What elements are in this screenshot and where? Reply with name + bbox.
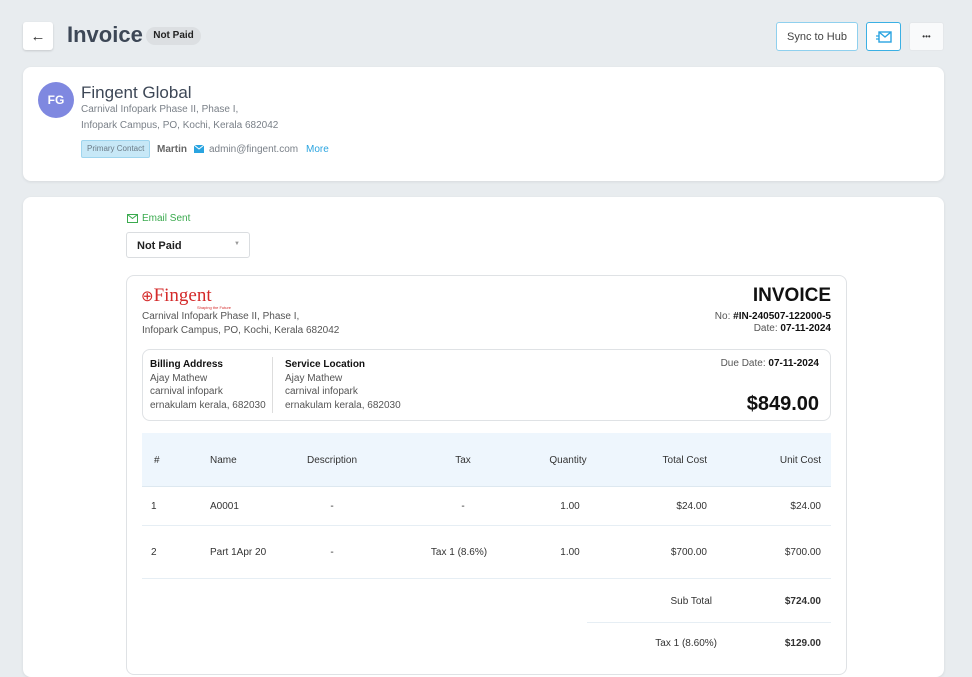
- invoice-number: No: #IN-240507-122000-5: [714, 311, 831, 322]
- billing-address: Billing Address Ajay Mathew carnival infop…: [150, 359, 266, 411]
- row-description: -: [330, 547, 334, 558]
- customer-card: FG Fingent Global Carnival Infopark Phas…: [23, 67, 944, 181]
- chevron-down-icon: ▼: [234, 241, 240, 247]
- status-badge: Not Paid: [146, 27, 201, 45]
- invoice-heading: INVOICE: [752, 285, 831, 306]
- more-link[interactable]: More: [306, 144, 329, 155]
- customer-address-line1: Carnival Infopark Phase II, Phase I,: [81, 104, 239, 115]
- row-num: 1: [151, 501, 157, 512]
- invoice-date: Date: 07-11-2024: [753, 323, 831, 334]
- mail-icon: [194, 145, 204, 153]
- company-address-line1: Carnival Infopark Phase II, Phase I,: [142, 311, 300, 322]
- divider: [272, 357, 273, 413]
- subtotal-label: Sub Total: [670, 596, 712, 607]
- service-location: Service Location Ajay Mathew carnival info…: [285, 359, 401, 411]
- row-description: -: [330, 501, 334, 512]
- col-num: #: [154, 455, 160, 466]
- col-quantity: Quantity: [549, 455, 587, 466]
- avatar: FG: [38, 82, 74, 118]
- row-num: 2: [151, 547, 157, 558]
- row-quantity: 1.00: [560, 547, 580, 558]
- customer-name[interactable]: Fingent Global: [81, 83, 192, 102]
- more-options-button[interactable]: •••: [909, 22, 944, 51]
- row-unit: $24.00: [790, 501, 821, 512]
- email-sent-icon: [127, 214, 138, 223]
- totals-divider: [587, 622, 831, 623]
- send-email-button[interactable]: [866, 22, 901, 51]
- page-title: Invoice: [67, 22, 143, 47]
- row-quantity: 1.00: [560, 501, 580, 512]
- row-tax: -: [461, 501, 465, 512]
- row-tax: Tax 1 (8.6%): [430, 547, 488, 558]
- tax-value: $129.00: [784, 638, 821, 649]
- arrow-left-icon: ←: [30, 27, 46, 45]
- contact-name: Martin: [157, 144, 187, 155]
- row-total: $24.00: [676, 501, 707, 512]
- customer-address-line2: Infopark Campus, PO, Kochi, Kerala 68204…: [81, 120, 279, 131]
- send-mail-icon: [875, 30, 892, 43]
- table-header: [142, 433, 831, 487]
- logo-emblem-icon: ⊕: [141, 288, 154, 305]
- total-amount: $849.00: [746, 393, 819, 415]
- status-select[interactable]: Not Paid ▼: [126, 232, 250, 258]
- col-description: Description: [306, 455, 358, 466]
- contact-email[interactable]: admin@fingent.com: [209, 144, 299, 155]
- status-select-value: Not Paid: [137, 240, 182, 252]
- row-divider: [142, 525, 831, 526]
- row-unit: $700.00: [784, 547, 821, 558]
- back-button[interactable]: ←: [23, 22, 53, 50]
- subtotal-value: $724.00: [784, 596, 821, 607]
- tax-label: Tax 1 (8.60%): [655, 638, 717, 649]
- email-sent-status: Email Sent: [142, 213, 191, 224]
- col-tax: Tax: [455, 455, 471, 466]
- row-total: $700.00: [670, 547, 707, 558]
- row-name: Part 1Apr 20: [210, 547, 267, 558]
- address-box: [142, 349, 831, 421]
- sync-to-hub-button[interactable]: Sync to Hub: [776, 22, 858, 51]
- company-address-line2: Infopark Campus, PO, Kochi, Kerala 68204…: [142, 325, 340, 336]
- due-date: Due Date: 07-11-2024: [720, 358, 819, 369]
- primary-contact-badge: Primary Contact: [81, 140, 151, 158]
- row-divider: [142, 578, 831, 579]
- col-total-cost: Total Cost: [662, 455, 707, 466]
- col-unit-cost: Unit Cost: [779, 455, 821, 466]
- row-name: A0001: [210, 501, 239, 512]
- col-name: Name: [210, 455, 237, 466]
- company-logo: ⊕Fingent Shaping the Future: [141, 285, 232, 310]
